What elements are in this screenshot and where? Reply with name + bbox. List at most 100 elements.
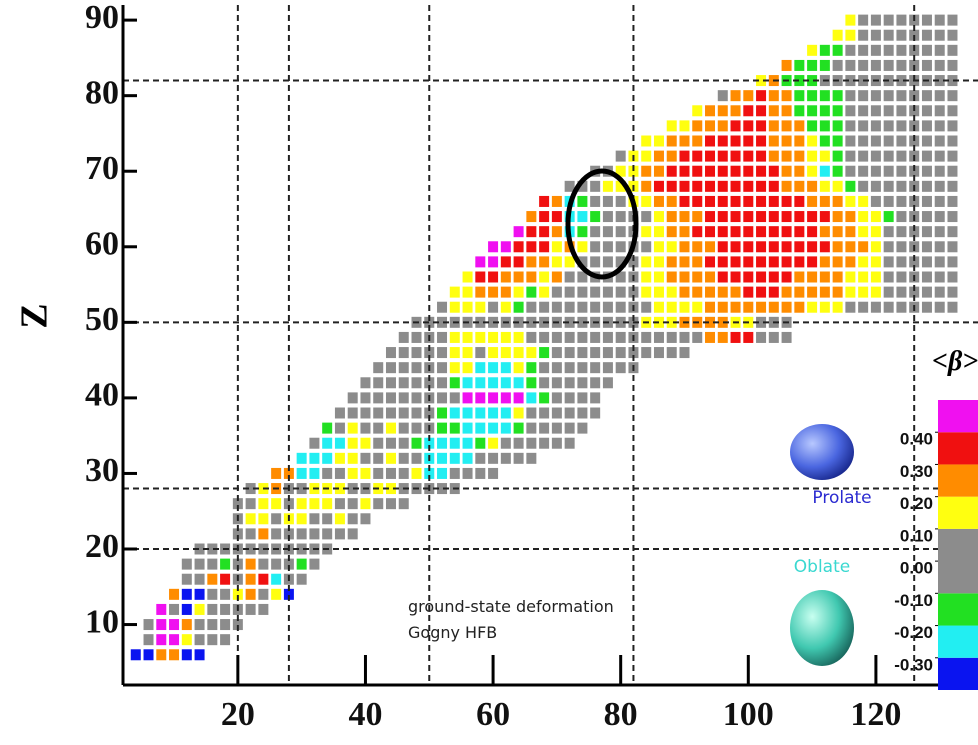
cell <box>169 649 179 660</box>
cell <box>501 453 511 464</box>
cell <box>169 604 179 615</box>
cell <box>935 105 945 116</box>
cell <box>743 241 753 252</box>
cell <box>590 362 600 373</box>
cell <box>896 196 906 207</box>
cell <box>756 136 766 147</box>
cell <box>807 151 817 162</box>
cell <box>820 272 830 283</box>
cell <box>756 166 766 177</box>
cell <box>896 287 906 298</box>
cell <box>935 287 945 298</box>
cell <box>947 287 957 298</box>
cell <box>947 256 957 267</box>
cell <box>348 438 358 449</box>
cell <box>156 634 166 645</box>
cell <box>590 302 600 313</box>
cell <box>731 256 741 267</box>
cell <box>833 90 843 101</box>
cell <box>692 151 702 162</box>
cell <box>718 272 728 283</box>
cell <box>935 256 945 267</box>
colorbar-segment <box>938 400 978 432</box>
cell <box>514 287 524 298</box>
cell <box>463 302 473 313</box>
cell <box>769 287 779 298</box>
cell <box>565 287 575 298</box>
cell <box>743 166 753 177</box>
cell <box>845 166 855 177</box>
cell <box>820 120 830 131</box>
cell <box>756 211 766 222</box>
cell <box>399 438 409 449</box>
cell <box>731 136 741 147</box>
cell <box>731 151 741 162</box>
cell <box>679 196 689 207</box>
cell <box>794 166 804 177</box>
cell <box>845 120 855 131</box>
cell <box>947 226 957 237</box>
cell <box>871 166 881 177</box>
cell <box>539 287 549 298</box>
cell <box>782 90 792 101</box>
cell <box>896 302 906 313</box>
cell <box>935 302 945 313</box>
cell <box>858 151 868 162</box>
cell <box>348 498 358 509</box>
cell <box>514 423 524 434</box>
cell <box>514 362 524 373</box>
cell <box>947 151 957 162</box>
cell <box>679 136 689 147</box>
cell <box>692 120 702 131</box>
cell <box>947 90 957 101</box>
cell <box>220 589 230 600</box>
cell <box>373 423 383 434</box>
shape-label: Oblate <box>794 557 850 577</box>
cell <box>935 272 945 283</box>
colorbar-segment <box>938 497 978 529</box>
shape-label: Prolate <box>812 488 871 508</box>
cell <box>616 287 626 298</box>
cell <box>526 302 536 313</box>
cell <box>488 332 498 343</box>
cell <box>207 619 217 630</box>
cell <box>373 408 383 419</box>
cell <box>590 332 600 343</box>
cell <box>692 272 702 283</box>
cell <box>373 453 383 464</box>
cell <box>335 528 345 539</box>
cell <box>488 468 498 479</box>
cell <box>577 302 587 313</box>
cell <box>450 302 460 313</box>
cell <box>871 136 881 147</box>
cell <box>539 362 549 373</box>
cell <box>565 423 575 434</box>
cell <box>845 287 855 298</box>
cell <box>756 151 766 162</box>
cell <box>718 90 728 101</box>
cell <box>488 392 498 403</box>
cell <box>182 589 192 600</box>
cell <box>807 241 817 252</box>
cell <box>820 211 830 222</box>
cell <box>258 574 268 585</box>
cell <box>437 408 447 419</box>
cell <box>667 226 677 237</box>
cell <box>858 105 868 116</box>
cell <box>705 272 715 283</box>
cell <box>552 332 562 343</box>
cell <box>654 287 664 298</box>
cell <box>896 226 906 237</box>
cell <box>399 498 409 509</box>
cell <box>871 211 881 222</box>
cell <box>884 196 894 207</box>
cell <box>705 105 715 116</box>
cell <box>373 377 383 388</box>
cell <box>463 287 473 298</box>
cell <box>833 181 843 192</box>
cell <box>526 347 536 358</box>
cell <box>871 256 881 267</box>
cell <box>743 272 753 283</box>
cell <box>807 256 817 267</box>
cell <box>309 468 319 479</box>
